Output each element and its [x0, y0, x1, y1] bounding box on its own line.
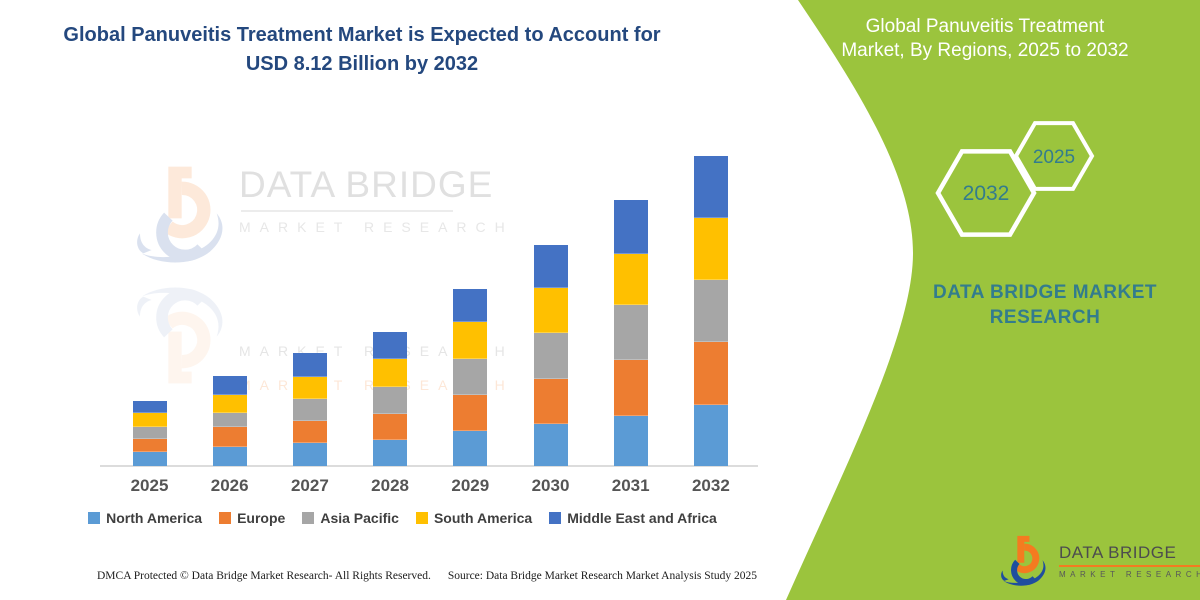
bar-segment-2025-middle-east-and-africa	[132, 400, 167, 413]
bar-2032	[693, 155, 728, 466]
bar-segment-2030-europe	[533, 378, 568, 425]
legend-label-south-america: South America	[433, 510, 533, 526]
bar-segment-2031-europe	[613, 359, 648, 416]
legend-swatch-south-america	[415, 512, 428, 524]
bar-2029	[453, 289, 488, 466]
company-logo: DATA BRIDGE MARKET RESEARCH	[1000, 533, 1200, 589]
bar-segment-2032-south-america	[693, 217, 728, 281]
x-axis-label-2030: 2030	[531, 476, 570, 495]
bar-segment-2031-north-america	[613, 415, 648, 466]
bar-segment-2030-south-america	[533, 287, 568, 333]
chart-title: Global Panuveitis Treatment Market is Ex…	[38, 21, 686, 79]
bar-segment-2026-europe	[212, 427, 247, 447]
bar-segment-2031-middle-east-and-africa	[613, 199, 648, 255]
bar-segment-2031-south-america	[613, 254, 648, 305]
legend-item-south-america: South America	[415, 510, 533, 526]
x-axis-line	[100, 465, 758, 467]
side-panel-heading-line2: Market, By Regions, 2025 to 2032	[841, 40, 1129, 61]
x-axis-label-2027: 2027	[290, 476, 329, 495]
bar-2028	[373, 331, 408, 466]
bar-segment-2026-middle-east-and-africa	[212, 375, 247, 396]
hexagon-2025	[1013, 121, 1095, 191]
legend-item-middle-east-and-africa: Middle East and Africa	[549, 510, 717, 526]
hexagon-2032	[935, 149, 1037, 237]
side-panel-brand-line2: RESEARCH	[989, 307, 1101, 328]
legend-swatch-north-america	[88, 512, 101, 524]
bar-segment-2031-asia-pacific	[613, 304, 648, 360]
bar-2031	[613, 199, 648, 466]
bar-segment-2032-middle-east-and-africa	[693, 155, 728, 218]
company-logo-divider	[1059, 565, 1200, 567]
bar-segment-2028-middle-east-and-africa	[373, 331, 408, 359]
x-axis-label-2025: 2025	[130, 476, 169, 495]
bar-segment-2027-europe	[292, 420, 327, 443]
hexagon-2032-label: 2032	[963, 182, 1010, 205]
bar-segment-2027-south-america	[292, 376, 327, 399]
bar-segment-2027-middle-east-and-africa	[292, 353, 327, 377]
bar-segment-2030-middle-east-and-africa	[533, 244, 568, 288]
bar-segment-2029-middle-east-and-africa	[453, 289, 488, 323]
legend-swatch-middle-east-and-africa	[549, 512, 562, 524]
legend-label-europe: Europe	[237, 510, 286, 526]
bar-segment-2028-north-america	[373, 440, 408, 466]
company-logo-brand: DATA BRIDGE	[1059, 543, 1177, 562]
footer-source: Source: Data Bridge Market Research Mark…	[447, 570, 757, 582]
hexagon-2025-label: 2025	[1033, 147, 1075, 168]
chart-title-line2: USD 8.12 Billion by 2032	[245, 53, 479, 75]
legend-swatch-europe	[219, 512, 232, 524]
legend-label-middle-east-and-africa: Middle East and Africa	[567, 510, 717, 526]
footer: DMCA Protected © Data Bridge Market Rese…	[97, 570, 757, 582]
bar-segment-2032-north-america	[693, 404, 728, 466]
bar-segment-2027-asia-pacific	[292, 398, 327, 421]
footer-copyright: DMCA Protected © Data Bridge Market Rese…	[97, 570, 431, 582]
x-axis-label-2029: 2029	[451, 476, 490, 495]
bar-2027	[292, 353, 327, 466]
chart-legend: North America Europe Asia Pacific South Ame…	[30, 510, 775, 526]
company-logo-icon	[1000, 533, 1052, 589]
bar-segment-2029-europe	[453, 395, 488, 431]
bar-segment-2030-asia-pacific	[533, 332, 568, 379]
x-axis-label-2026: 2026	[210, 476, 249, 495]
side-panel-heading: Global Panuveitis Treatment Market, By R…	[826, 15, 1144, 63]
bar-segment-2025-north-america	[132, 451, 167, 466]
bar-segment-2029-asia-pacific	[453, 358, 488, 396]
legend-item-europe: Europe	[219, 510, 285, 526]
bar-2026	[212, 375, 247, 466]
legend-label-north-america: North America	[106, 510, 203, 526]
bar-segment-2029-south-america	[453, 322, 488, 359]
bar-segment-2028-europe	[373, 413, 408, 441]
bar-segment-2028-south-america	[373, 358, 408, 387]
legend-item-asia-pacific: Asia Pacific	[302, 510, 399, 526]
bar-segment-2027-north-america	[292, 442, 327, 466]
bar-segment-2032-europe	[693, 341, 728, 405]
side-panel-brand: DATA BRIDGE MARKET RESEARCH	[905, 280, 1185, 330]
x-axis-label-2032: 2032	[691, 476, 730, 495]
bar-segment-2025-europe	[132, 438, 167, 452]
side-panel-brand-line1: DATA BRIDGE MARKET	[933, 282, 1157, 303]
legend-swatch-asia-pacific	[302, 512, 315, 524]
legend-label-asia-pacific: Asia Pacific	[320, 510, 399, 526]
bar-segment-2028-asia-pacific	[373, 386, 408, 414]
bar-segment-2026-south-america	[212, 395, 247, 414]
bar-segment-2032-asia-pacific	[693, 280, 728, 342]
x-axis-label-2028: 2028	[371, 476, 409, 495]
side-panel-heading-line1: Global Panuveitis Treatment	[865, 16, 1105, 37]
year-hexagons: 2032 2025	[935, 121, 1095, 237]
chart-title-line1: Global Panuveitis Treatment Market is Ex…	[63, 24, 661, 46]
company-logo-sub: MARKET RESEARCH	[1059, 570, 1200, 579]
bar-segment-2025-asia-pacific	[132, 427, 167, 439]
bar-2025	[132, 400, 167, 466]
legend-item-north-america: North America	[88, 510, 202, 526]
bar-segment-2025-south-america	[132, 412, 167, 428]
bar-segment-2029-north-america	[453, 430, 488, 466]
company-logo-text: DATA BRIDGE MARKET RESEARCH	[1059, 543, 1200, 579]
bar-segment-2026-north-america	[212, 446, 247, 466]
bar-segment-2030-north-america	[533, 424, 568, 466]
x-axis-label-2031: 2031	[611, 476, 650, 495]
bar-segment-2026-asia-pacific	[212, 413, 247, 428]
bar-2030	[533, 244, 568, 466]
